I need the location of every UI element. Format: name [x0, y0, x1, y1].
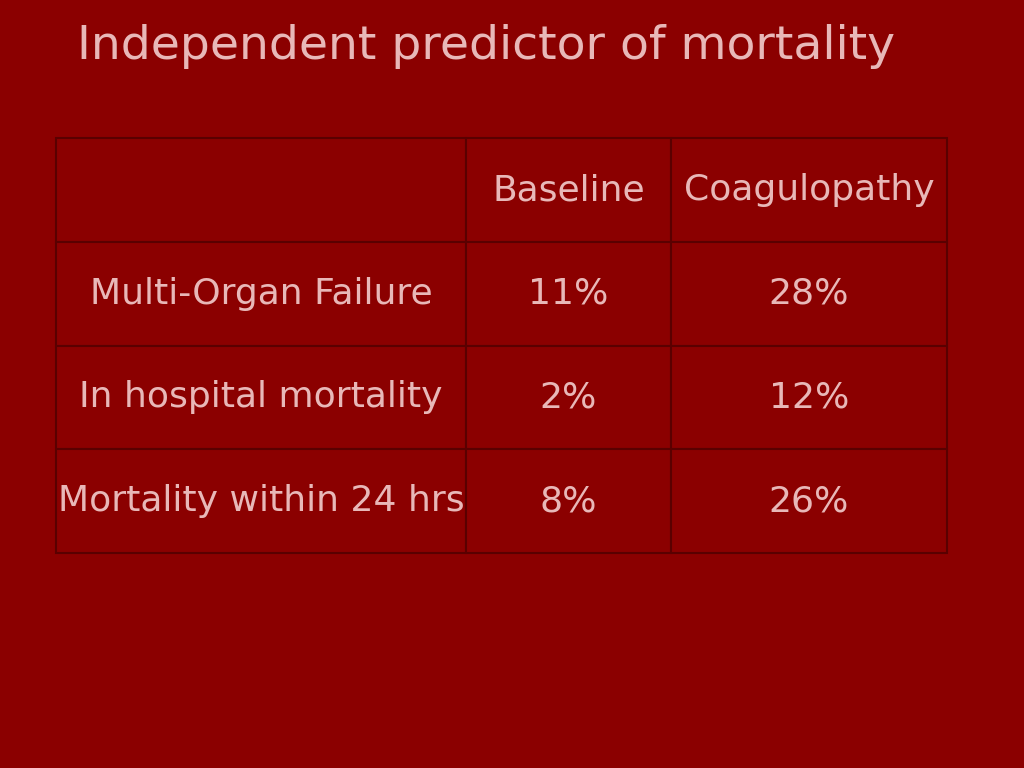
Text: 28%: 28%	[769, 276, 849, 311]
Text: Independent predictor of mortality: Independent predictor of mortality	[77, 24, 895, 69]
Bar	[56, 449, 466, 553]
Bar	[671, 138, 947, 242]
Bar	[671, 346, 947, 449]
Text: Baseline: Baseline	[492, 173, 645, 207]
Text: Multi-Organ Failure: Multi-Organ Failure	[90, 276, 432, 311]
Text: 8%: 8%	[540, 484, 597, 518]
Bar	[56, 242, 466, 346]
Text: 2%: 2%	[540, 380, 597, 415]
Text: 11%: 11%	[528, 276, 608, 311]
Text: 26%: 26%	[769, 484, 849, 518]
Text: 12%: 12%	[769, 380, 849, 415]
Bar	[56, 346, 466, 449]
Bar	[671, 242, 947, 346]
Bar	[466, 449, 671, 553]
Text: Mortality within 24 hrs: Mortality within 24 hrs	[57, 484, 465, 518]
Bar	[466, 346, 671, 449]
Text: In hospital mortality: In hospital mortality	[80, 380, 442, 415]
Bar	[466, 138, 671, 242]
Bar	[56, 138, 466, 242]
Bar	[466, 242, 671, 346]
Text: Coagulopathy: Coagulopathy	[684, 173, 934, 207]
Bar	[671, 449, 947, 553]
